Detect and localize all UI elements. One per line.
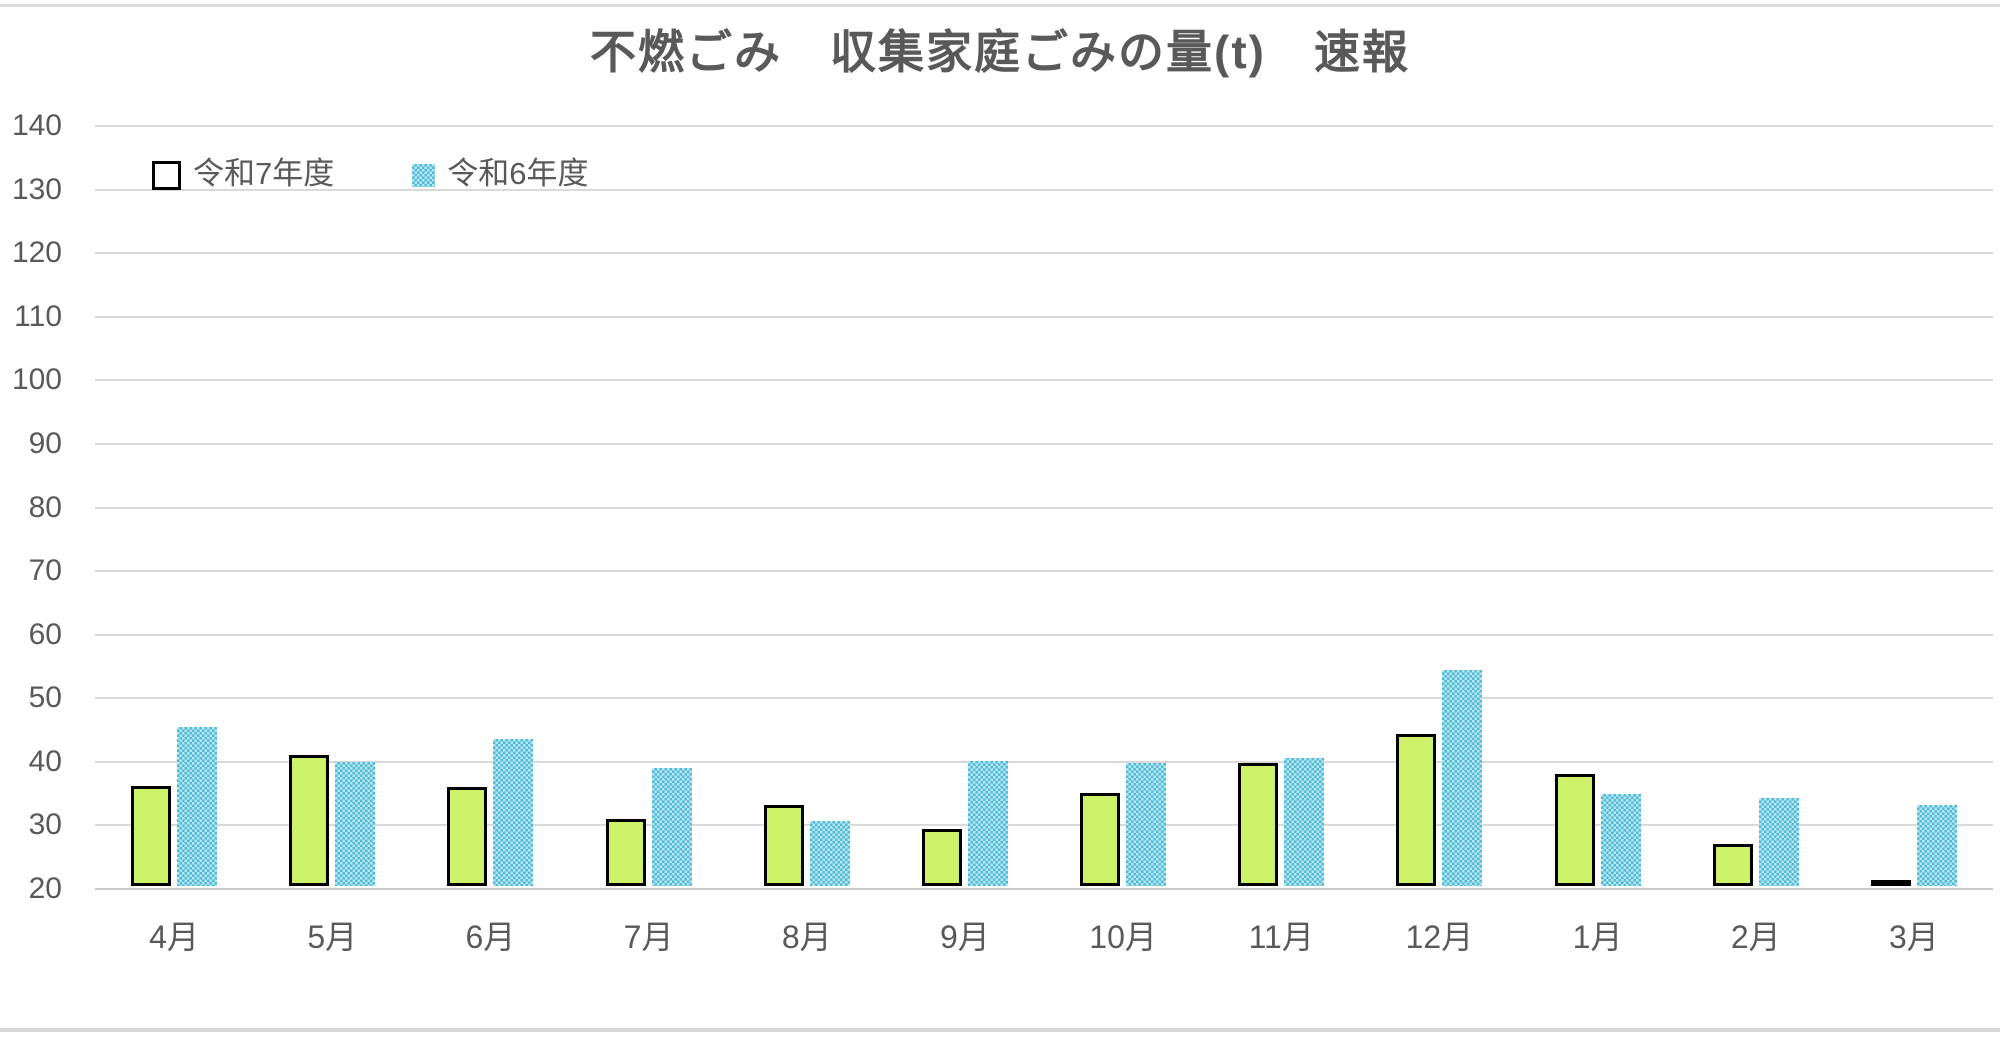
gridline-30 [95, 824, 1993, 827]
gridline-60 [95, 633, 1993, 636]
bar-reiwa7-11月[interactable] [1238, 763, 1279, 886]
bar-reiwa6-8月[interactable] [809, 820, 850, 886]
series2-swatch-icon [412, 164, 436, 187]
y-tick-label-140: 140 [11, 109, 62, 142]
bar-reiwa7-2月[interactable] [1712, 844, 1753, 886]
y-tick-label-100: 100 [11, 363, 62, 397]
x-tick-label-3月: 3月 [1889, 919, 1939, 955]
bar-reiwa6-4月[interactable] [177, 727, 218, 886]
bar-reiwa7-10月[interactable] [1080, 793, 1121, 886]
legend-item-reiwa7[interactable]: 令和7年度 [152, 158, 334, 193]
y-tick-label-120: 120 [11, 236, 62, 270]
x-tick-label-10月: 10月 [1089, 919, 1157, 955]
top-border-line [0, 4, 2000, 7]
bar-reiwa7-8月[interactable] [763, 805, 804, 886]
bar-reiwa7-3月[interactable] [1870, 880, 1911, 886]
y-tick-label-130: 130 [11, 172, 62, 206]
gridline-70 [95, 570, 1993, 573]
x-tick-label-5月: 5月 [307, 919, 358, 955]
gridline-90 [95, 442, 1993, 445]
x-tick-label-6月: 6月 [465, 919, 516, 955]
y-tick-label-80: 80 [28, 490, 62, 524]
y-tick-label-60: 60 [28, 617, 62, 651]
bar-reiwa6-7月[interactable] [651, 768, 692, 886]
bar-reiwa7-1月[interactable] [1554, 774, 1595, 886]
bar-reiwa6-5月[interactable] [335, 762, 376, 886]
bar-reiwa7-7月[interactable] [605, 819, 646, 886]
gridline-130 [95, 188, 1993, 191]
x-tick-label-8月: 8月 [781, 919, 832, 955]
bar-reiwa6-3月[interactable] [1916, 804, 1957, 886]
gridline-100 [95, 379, 1993, 382]
gridline-110 [95, 315, 1993, 318]
y-tick-label-90: 90 [28, 426, 62, 460]
x-tick-label-7月: 7月 [623, 919, 674, 955]
bar-reiwa7-4月[interactable] [131, 786, 172, 886]
gridline-120 [95, 252, 1993, 255]
x-tick-label-9月: 9月 [940, 919, 990, 955]
x-tick-label-12月: 12月 [1405, 919, 1474, 955]
chart-legend[interactable]: 令和7年度 令和6年度 [152, 158, 589, 193]
gridline-50 [95, 697, 1993, 700]
legend-label-reiwa7: 令和7年度 [193, 156, 335, 191]
chart-title: 不燃ごみ 収集家庭ごみの量(t) 速報 [590, 26, 1410, 78]
bar-reiwa6-2月[interactable] [1758, 798, 1799, 886]
y-tick-label-50: 50 [28, 681, 62, 715]
gridline-20 [95, 888, 1993, 890]
y-tick-label-30: 30 [28, 808, 62, 842]
legend-item-reiwa6[interactable]: 令和6年度 [412, 156, 589, 193]
bottom-border-line [0, 1028, 2000, 1032]
bar-reiwa7-12月[interactable] [1396, 734, 1437, 886]
plot-area [95, 125, 1993, 890]
bar-reiwa6-6月[interactable] [493, 738, 534, 886]
x-tick-label-4月: 4月 [149, 919, 199, 955]
bar-reiwa6-9月[interactable] [967, 761, 1008, 886]
bar-reiwa6-11月[interactable] [1284, 758, 1325, 886]
gridline-80 [95, 506, 1993, 509]
legend-label-reiwa6: 令和6年度 [447, 156, 589, 191]
bar-reiwa7-5月[interactable] [289, 755, 330, 886]
x-tick-label-1月: 1月 [1572, 919, 1623, 955]
x-tick-label-11月: 11月 [1248, 919, 1314, 955]
x-tick-label-2月: 2月 [1730, 919, 1781, 955]
y-tick-label-20: 20 [28, 872, 62, 905]
y-tick-label-70: 70 [28, 554, 62, 588]
bar-reiwa6-1月[interactable] [1600, 794, 1641, 886]
bar-reiwa6-10月[interactable] [1126, 763, 1167, 886]
bar-reiwa7-6月[interactable] [447, 787, 488, 886]
y-tick-label-110: 110 [14, 299, 62, 333]
bar-reiwa7-9月[interactable] [921, 828, 962, 886]
series1-swatch-icon [152, 161, 181, 190]
gridline-140 [95, 125, 1993, 127]
y-tick-label-40: 40 [28, 744, 62, 778]
gridline-40 [95, 760, 1993, 763]
bar-reiwa6-12月[interactable] [1442, 670, 1483, 886]
